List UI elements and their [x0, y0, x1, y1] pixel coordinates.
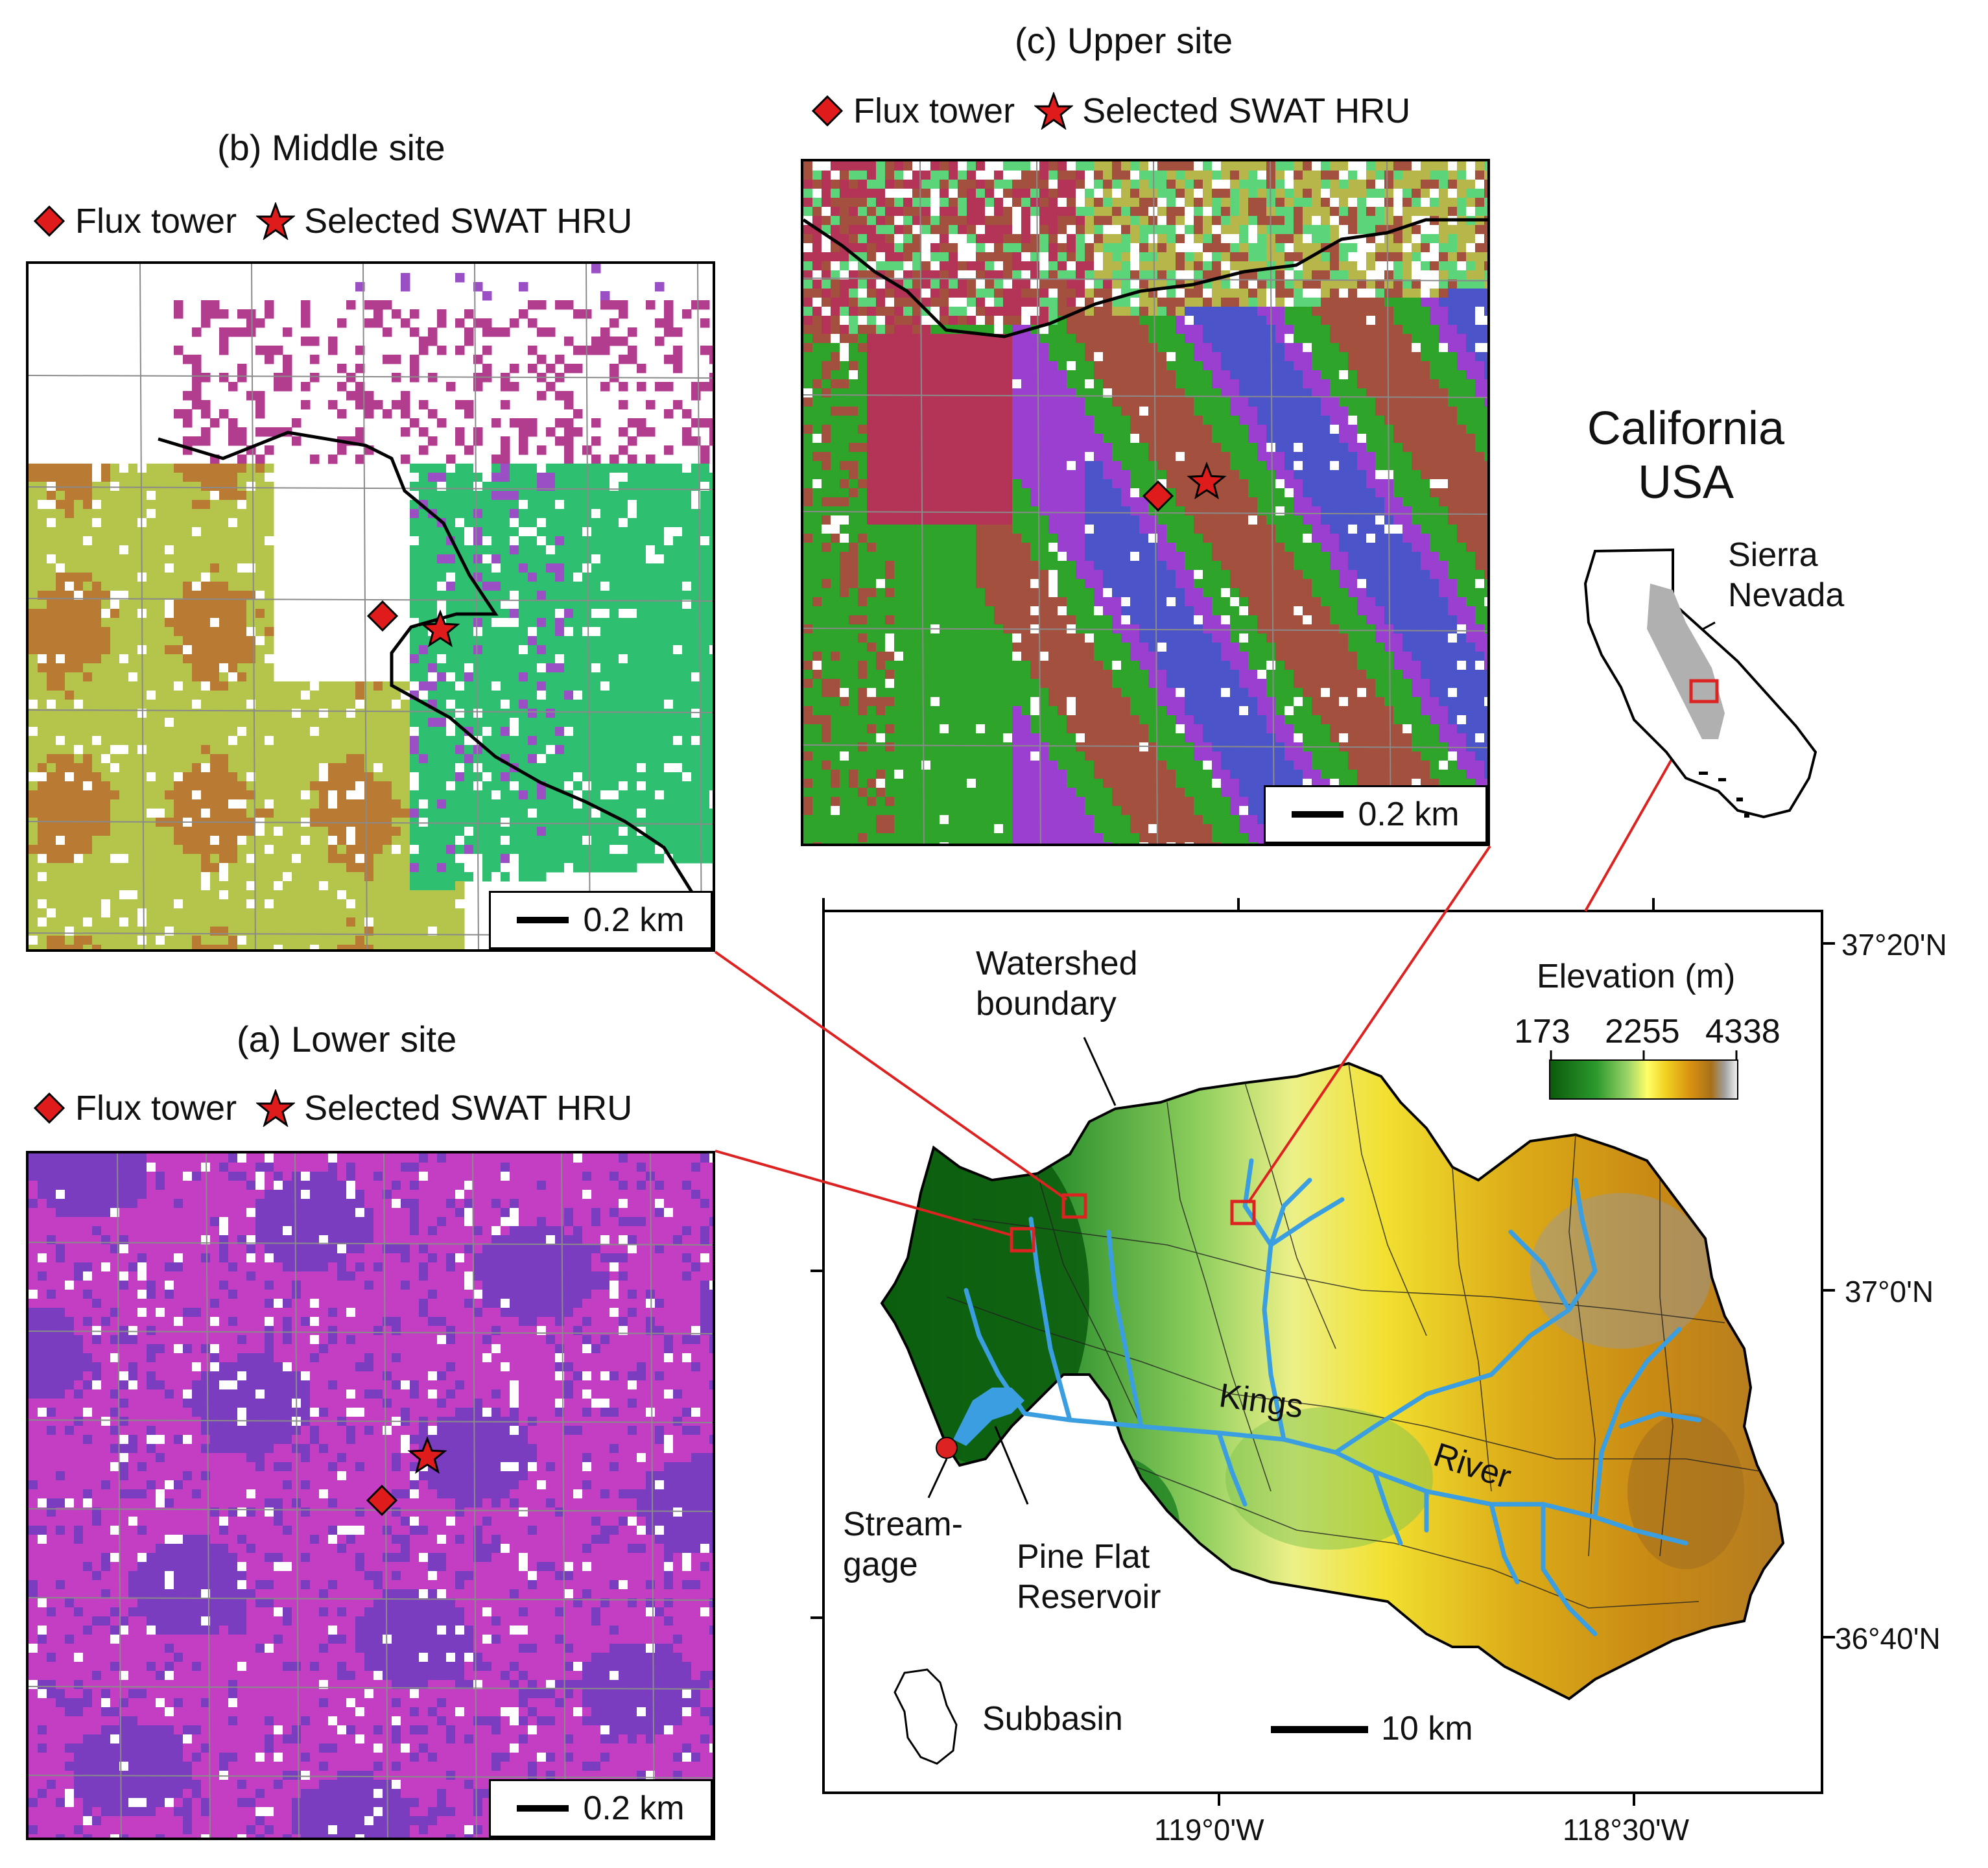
scale-label: 0.2 km — [583, 901, 685, 939]
scale-label: 0.2 km — [1358, 796, 1460, 833]
raster-cells — [803, 161, 1487, 844]
legend-hru-label: Selected SWAT HRU — [304, 202, 633, 241]
inset-state-label: California USA — [1587, 403, 1785, 508]
grid-lines — [29, 1153, 713, 1838]
panel-a-map: 0.2 km — [26, 1151, 715, 1840]
elevation-min-label: 173 — [1514, 1013, 1570, 1050]
panel-b-map: 0.2 km — [26, 261, 715, 952]
selected-hru-marker — [407, 1436, 447, 1474]
lat-tick-label-2: 37°0'N — [1845, 1275, 1934, 1308]
connector-lines — [714, 700, 1707, 1236]
flux-tower-icon — [33, 1092, 65, 1124]
subbasin-label: Subbasin — [982, 1700, 1123, 1738]
lon-tick-label-1: 119°0'W — [1154, 1813, 1264, 1847]
legend-flux-tower-label: Flux tower — [75, 202, 237, 241]
selected-hru-marker — [1187, 461, 1227, 500]
pine-flat-reservoir-label: Pine Flat Reservoir — [1017, 1538, 1161, 1616]
flux-tower-marker — [366, 1484, 398, 1517]
scale-label: 0.2 km — [583, 1790, 685, 1827]
watershed-boundary-segment — [803, 218, 1487, 338]
hru-star-icon — [256, 202, 296, 240]
site-box-lower — [1010, 1227, 1035, 1253]
elevation-mid-label: 2255 — [1605, 1013, 1680, 1050]
legend-hru-label: Selected SWAT HRU — [304, 1089, 633, 1128]
panel-a-title: (a) Lower site — [237, 1019, 457, 1059]
land-cover-raster-lower — [29, 1153, 713, 1838]
streamgage-marker — [936, 1437, 958, 1459]
inset-sierra-nevada-label: Sierra Nevada — [1728, 536, 1845, 615]
flux-tower-icon — [811, 95, 844, 127]
grid-lines — [29, 264, 713, 949]
panel-c-scalebar: 0.2 km — [1264, 785, 1487, 844]
watershed-elevation — [882, 1063, 1783, 1699]
elevation-max-label: 4338 — [1705, 1013, 1781, 1050]
land-cover-raster-upper — [803, 161, 1487, 844]
legend-flux-tower-label: Flux tower — [75, 1089, 237, 1128]
rivers — [964, 1158, 1701, 1637]
elevation-title: Elevation (m) — [1537, 958, 1736, 995]
main-scale-bar — [1271, 1726, 1368, 1733]
hru-star-icon — [1034, 92, 1074, 130]
panel-b-scalebar: 0.2 km — [489, 891, 713, 949]
selected-hru-marker — [420, 609, 460, 648]
inset-site-box — [1689, 679, 1719, 703]
hru-star-icon — [256, 1089, 296, 1127]
watershed-boundary-segment — [158, 431, 711, 945]
main-scale-label: 10 km — [1381, 1710, 1473, 1747]
panel-c-map: 0.2 km — [801, 159, 1490, 846]
scale-bar-line — [1292, 811, 1344, 818]
colorbar-ticks — [1550, 1050, 1738, 1060]
watershed-boundary-label: Watershed boundary — [976, 945, 1138, 1023]
site-box-upper — [1230, 1200, 1256, 1225]
graticule-ticks — [811, 898, 1835, 1806]
grid-lines — [803, 161, 1487, 844]
legend-flux-tower-label: Flux tower — [853, 91, 1015, 130]
streamgage-label: Stream- gage — [843, 1506, 963, 1584]
panel-a-legend: Flux tower Selected SWAT HRU — [32, 1088, 632, 1128]
flux-tower-icon — [33, 205, 65, 237]
site-box-middle — [1061, 1193, 1087, 1219]
lat-tick-label-3: 36°40'N — [1835, 1622, 1941, 1655]
flux-tower-marker — [366, 600, 399, 632]
pine-flat-reservoir — [953, 1388, 1024, 1446]
main-map-frame — [822, 910, 1823, 1794]
lon-tick-label-2: 118°30'W — [1563, 1813, 1690, 1847]
scale-bar-line — [517, 1805, 569, 1812]
panel-c-legend: Flux tower Selected SWAT HRU — [811, 91, 1410, 131]
raster-cells — [29, 264, 713, 949]
panel-b-title: (b) Middle site — [217, 127, 445, 168]
panel-c-title: (c) Upper site — [1015, 20, 1233, 61]
channel-islands — [1699, 772, 1749, 818]
panel-a-scalebar: 0.2 km — [489, 1779, 713, 1838]
lat-tick-label-1: 37°20'N — [1841, 928, 1947, 962]
legend-hru-label: Selected SWAT HRU — [1082, 91, 1411, 130]
land-cover-raster-middle — [29, 264, 713, 949]
panel-b-legend: Flux tower Selected SWAT HRU — [32, 201, 632, 241]
scale-bar-line — [517, 917, 569, 923]
elevation-colorbar — [1549, 1059, 1738, 1100]
subbasin-legend-icon — [893, 1668, 958, 1765]
subbasin-lines — [946, 1063, 1764, 1609]
flux-tower-marker — [1142, 480, 1174, 512]
